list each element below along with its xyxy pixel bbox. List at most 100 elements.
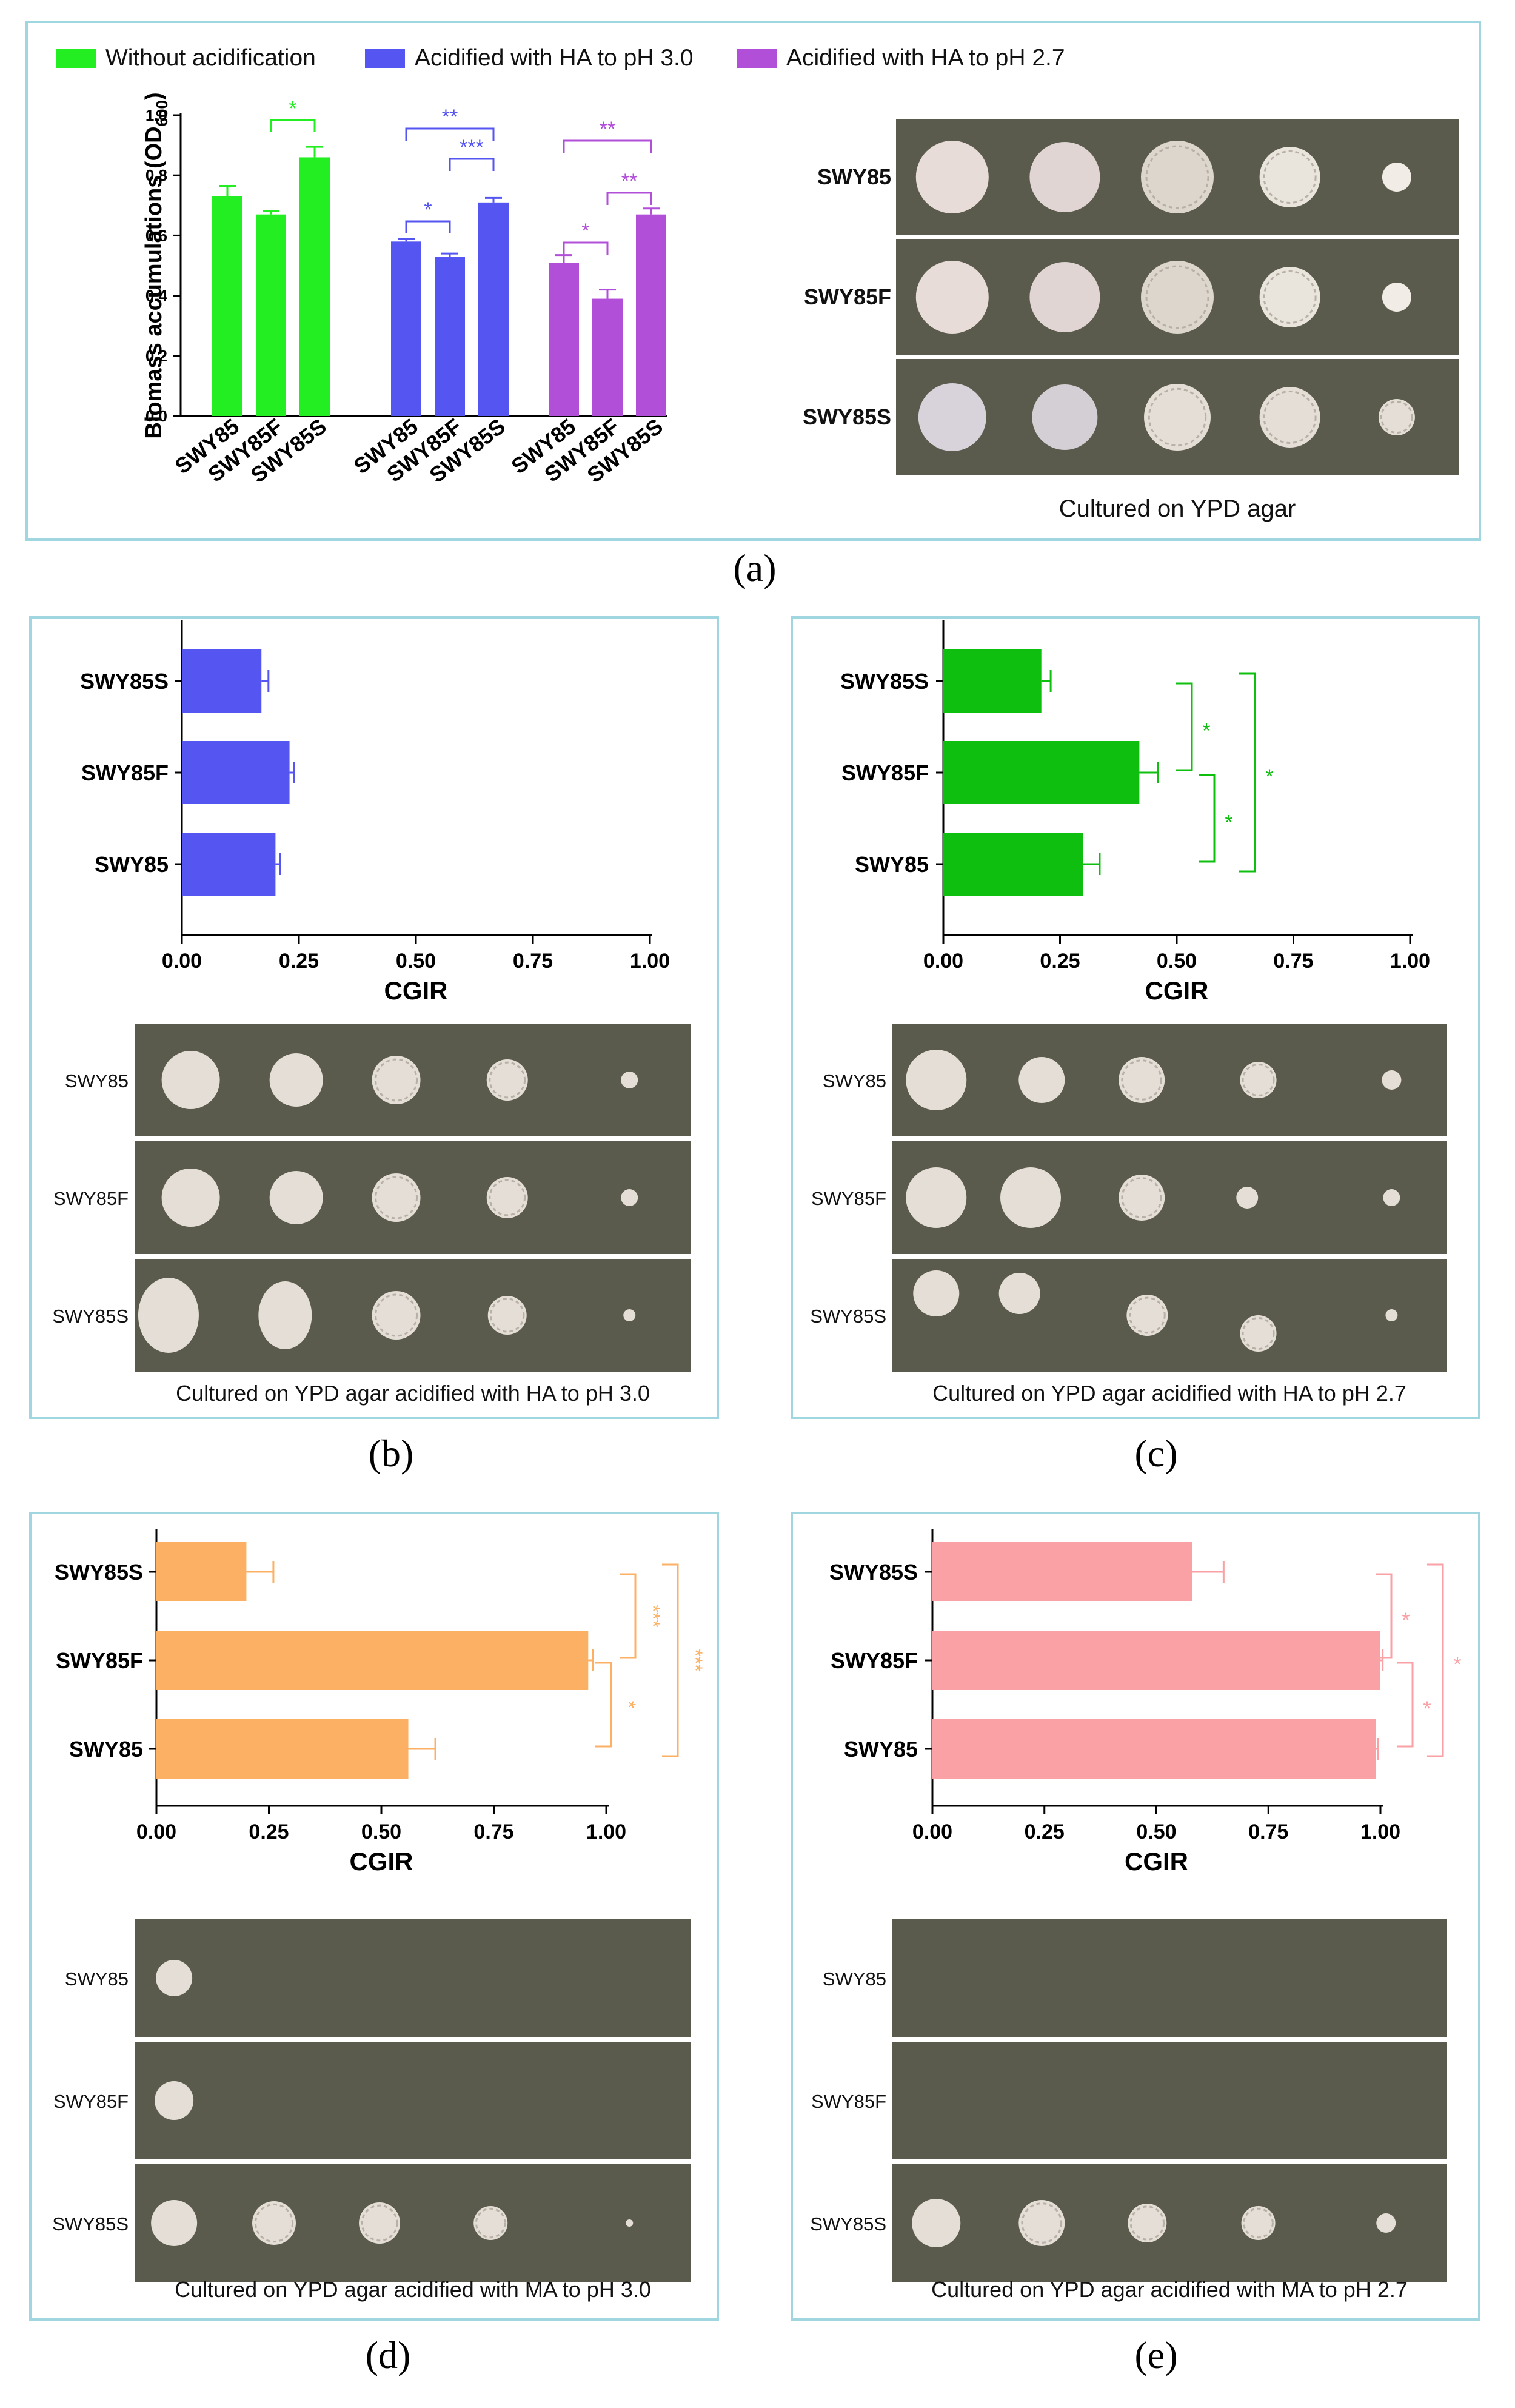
- bar: [156, 1631, 589, 1690]
- chart-e: 0.00 0.25 0.50 0.75 1.00 CGIR SWY85S SWY85F SWY8…: [829, 1529, 1462, 1876]
- colony-texture: [375, 1176, 418, 1219]
- panel-d-frame: [29, 1512, 719, 2321]
- agar-plate-row: [135, 2042, 691, 2159]
- significance-bracket: [563, 241, 609, 255]
- colony-spot: [1259, 387, 1320, 448]
- x-tick-label: 0.75: [1248, 1820, 1288, 1843]
- plate-row-label: SWY85F: [811, 2091, 886, 2112]
- x-tick-label: 0.75: [513, 950, 553, 973]
- x-tick-label: 1.00: [630, 950, 670, 973]
- colony-spot: [1385, 1309, 1398, 1321]
- chart-c: 0.00 0.25 0.50 0.75 1.00 CGIR SWY85S SWY85F SWY8…: [840, 620, 1430, 1005]
- plate-row-label: SWY85: [65, 1070, 129, 1092]
- panel-b-frame: [29, 616, 719, 1419]
- colony-texture: [1145, 145, 1209, 209]
- significance-bracket: [1199, 774, 1216, 863]
- x-tick-label: 1.00: [1360, 1820, 1400, 1843]
- colony-texture: [1129, 2205, 1165, 2241]
- y-tick-label: SWY85F: [81, 760, 169, 785]
- colony-spot: [269, 1053, 323, 1107]
- y-tick-label: 0.0: [145, 407, 167, 425]
- plate-c: SWY85 SWY85F SWY85S Cultured on YPD agar ac…: [810, 1024, 1447, 1406]
- colony-spot: [1382, 163, 1411, 192]
- y-tick-label: SWY85F: [831, 1648, 918, 1673]
- legend-swatch-without: [56, 49, 96, 68]
- y-tick-label: SWY85: [844, 1737, 918, 1762]
- colony-spot: [155, 2081, 194, 2120]
- colony-spot: [1382, 1070, 1402, 1090]
- bar: [299, 157, 330, 416]
- significance-bracket: [405, 220, 451, 233]
- significance-label: ***: [684, 1649, 706, 1671]
- agar-plate-row: [892, 2164, 1447, 2282]
- agar-plate-row: [135, 1919, 691, 2037]
- panel-e-frame: [791, 1512, 1480, 2321]
- colony-texture: [1128, 1296, 1166, 1334]
- bar: [182, 649, 262, 713]
- significance-label: *: [1453, 1653, 1461, 1676]
- significance-label: ***: [642, 1605, 664, 1627]
- colony-texture: [1242, 1317, 1275, 1350]
- colony-spot: [138, 1278, 199, 1353]
- colony-spot: [1236, 1187, 1259, 1209]
- panel-c-frame: [791, 616, 1480, 1419]
- bar: [943, 833, 1083, 896]
- chart-d: 0.00 0.25 0.50 0.75 1.00 CGIR SWY85S SWY85F SWY8…: [55, 1529, 706, 1876]
- bar: [943, 741, 1140, 804]
- colony-spot: [621, 1189, 638, 1206]
- colony-spot: [151, 2200, 198, 2246]
- significance-bracket: [1176, 682, 1193, 771]
- colony-texture: [1242, 1064, 1275, 1096]
- significance-bracket: [1239, 672, 1256, 873]
- y-tick-label: SWY85F: [56, 1648, 143, 1673]
- legend: Without acidification Acidified with HA …: [56, 45, 1065, 71]
- y-tick-label: 1.0: [145, 106, 167, 124]
- colony-spot: [1383, 1189, 1400, 1206]
- y-axis-label: Biomass accumulations (OD600): [141, 92, 171, 438]
- agar-plate-row: [892, 1919, 1447, 2037]
- plate-row-label: SWY85S: [52, 2213, 129, 2235]
- significance-bracket: [270, 119, 316, 132]
- plate-row-label: SWY85F: [804, 284, 891, 309]
- colony-spot: [1029, 262, 1100, 332]
- significance-label: **: [621, 170, 637, 193]
- x-axis-label: CGIR: [350, 1847, 413, 1876]
- bar: [478, 202, 509, 416]
- y-tick-label: SWY85: [95, 852, 169, 877]
- plate-d: SWY85 SWY85F SWY85S Cultured on YPD agar ac…: [52, 1919, 691, 2302]
- y-tick-label: SWY85F: [841, 760, 929, 785]
- colony-spot: [912, 2199, 961, 2247]
- colony-texture: [1263, 270, 1317, 324]
- significance-bracket: [595, 1662, 612, 1748]
- panel-label-c: (c): [1134, 1432, 1177, 1475]
- panel-label-a: (a): [733, 546, 776, 589]
- plate-caption: Cultured on YPD agar acidified with MA t…: [175, 2277, 651, 2302]
- significance-bracket: [1376, 1573, 1393, 1659]
- colony-spot: [487, 1296, 527, 1335]
- plate-row-label: SWY85: [823, 1968, 886, 1990]
- bar: [932, 1631, 1380, 1690]
- colony-texture: [361, 2204, 398, 2242]
- bar: [156, 1719, 409, 1779]
- colony-spot: [1241, 2206, 1276, 2240]
- colony-texture: [1263, 391, 1317, 444]
- colony-spot: [626, 2219, 634, 2227]
- colony-texture: [375, 1293, 418, 1337]
- y-tick-label: 0.4: [145, 287, 168, 305]
- legend-label-ha27: Acidified with HA to pH 2.7: [786, 45, 1065, 71]
- colony-texture: [1263, 150, 1317, 204]
- x-tick-label: 0.75: [1273, 950, 1313, 973]
- colony-spot: [623, 1309, 636, 1321]
- plate-row-label: SWY85: [817, 164, 891, 189]
- x-tick-label: 0.50: [1157, 950, 1197, 973]
- colony-spot: [486, 1059, 528, 1101]
- colony-spot: [906, 1050, 967, 1110]
- legend-swatch-ha27: [737, 49, 777, 68]
- y-tick-label: SWY85S: [80, 669, 169, 694]
- colony-spot: [1259, 147, 1320, 207]
- colony-spot: [161, 1169, 220, 1227]
- bar: [156, 1542, 247, 1601]
- bar: [435, 257, 465, 416]
- colony-texture: [1380, 401, 1413, 434]
- significance-bracket: [620, 1573, 637, 1659]
